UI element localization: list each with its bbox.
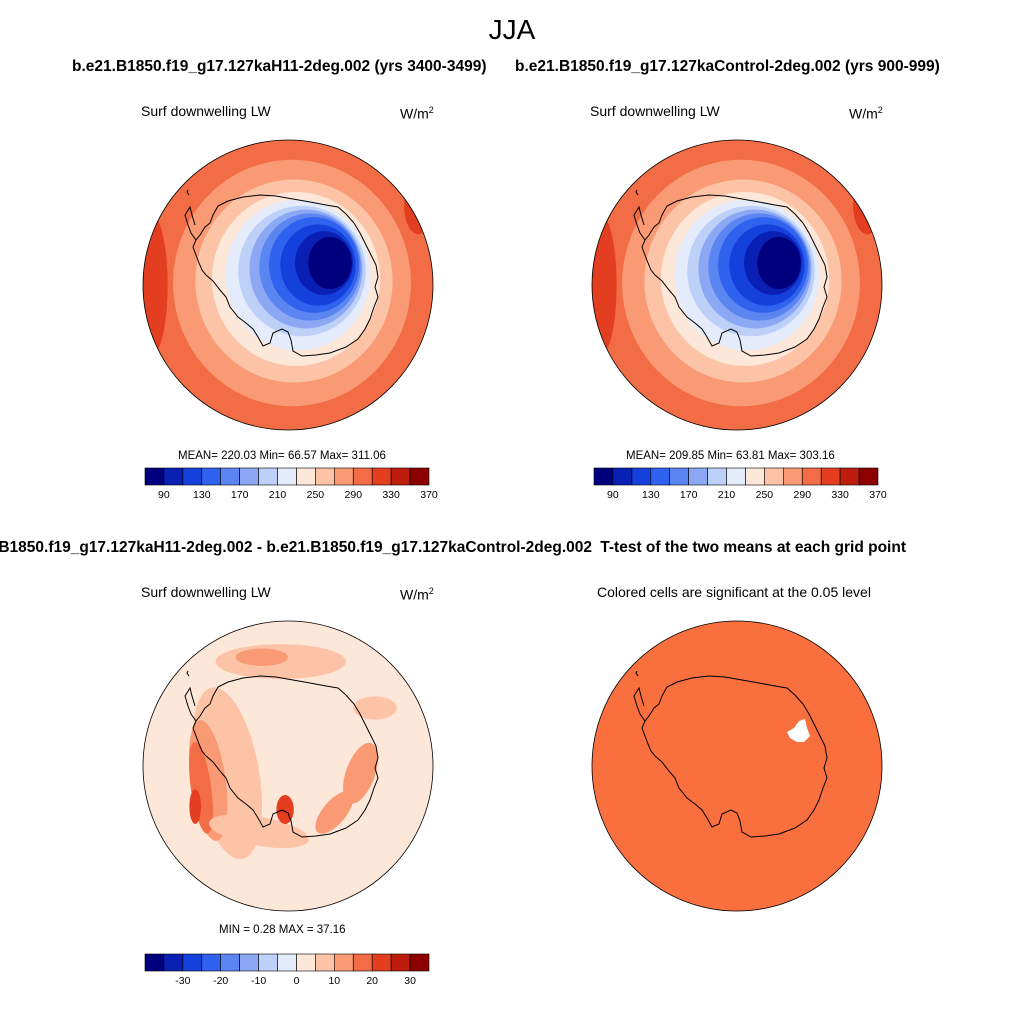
colorbar-h11-tick-label: 330 [382, 489, 400, 501]
colorbar-h11-cell [277, 467, 297, 486]
colorbar-h11-cell [239, 467, 259, 486]
colorbar-h11-cell [371, 467, 392, 486]
colorbar-control-tick-label: 90 [607, 489, 619, 501]
map-ttest-map-border [591, 620, 883, 912]
colorbar-control-cell [764, 467, 784, 486]
colorbar-control-cell [858, 467, 879, 486]
colorbar-control-tick-label: 370 [869, 489, 887, 501]
colorbar-h11-cell [390, 467, 411, 486]
colorbar-control-cell [745, 467, 765, 486]
map-difference-field [143, 621, 433, 911]
p3-stats: MIN = 0.28 MAX = 37.16 [219, 924, 346, 936]
colorbar-h11-tick-label: 90 [158, 489, 170, 501]
colorbar-difference-cell [352, 953, 373, 972]
colorbar-h11: 90 130 170 210 250 290 330 370 [144, 467, 438, 501]
colorbar-h11-cell [182, 467, 203, 486]
map-control-field [592, 140, 882, 430]
colorbar-difference-cell [163, 953, 184, 972]
colorbar-difference-cell [182, 953, 203, 972]
map-h11-map-border [142, 139, 434, 431]
colorbar-difference-cell [296, 953, 316, 972]
ttest-title: T-test of the two means at each grid poi… [600, 539, 906, 556]
colorbar-difference-cell [390, 953, 411, 972]
colorbar-h11-tick-label: 210 [269, 489, 287, 501]
p1-variable-label: Surf downwelling LW [141, 103, 271, 119]
map-h11-field [143, 140, 433, 430]
colorbar-control-tick-label: 330 [831, 489, 849, 501]
colorbar-difference: -30 -20 -10 0 10 20 30 [144, 953, 430, 987]
colorbar-difference-cell [201, 953, 222, 972]
colorbar-h11-cell [333, 467, 354, 486]
colorbar-control-cell [726, 467, 746, 486]
colorbar-h11-tick-label: 170 [231, 489, 249, 501]
colorbar-control-tick-label: 130 [642, 489, 660, 501]
colorbar-control-tick-label: 170 [680, 489, 698, 501]
colorbar-difference-tick-label: 20 [366, 975, 378, 987]
colorbar-control-cell [782, 467, 803, 486]
colorbar-h11-cell [163, 467, 184, 486]
map-difference-map-border [142, 620, 434, 912]
colorbar-difference-tick-label: -10 [251, 975, 266, 987]
colorbar-control-cell [801, 467, 822, 486]
colorbar-control-tick-label: 210 [718, 489, 736, 501]
colorbar-difference-cell [315, 953, 335, 972]
map-ttest-antarctica-coastline [641, 675, 828, 838]
colorbar-control-cell [631, 467, 652, 486]
right-case-title: b.e21.B1850.f19_g17.127kaControl-2deg.00… [515, 58, 940, 75]
colorbar-h11-tick-label: 290 [345, 489, 363, 501]
p2-stats: MEAN= 209.85 Min= 63.81 Max= 303.16 [626, 450, 835, 462]
colorbar-control-cell [593, 467, 614, 486]
map-control-map-border [591, 139, 883, 431]
colorbar-difference-cell [239, 953, 259, 972]
colorbar-difference-tick-label: -20 [213, 975, 228, 987]
colorbar-h11-cell [352, 467, 373, 486]
colorbar-difference-cell [277, 953, 297, 972]
colorbar-control-tick-label: 290 [794, 489, 812, 501]
colorbar-h11-cell [296, 467, 316, 486]
difference-title: B1850.f19_g17.127kaH11-2deg.002 - b.e21.… [0, 539, 592, 556]
colorbar-difference-cell [220, 953, 240, 972]
p3-units-label: W/m2 [400, 586, 434, 603]
p1-stats: MEAN= 220.03 Min= 66.57 Max= 311.06 [178, 450, 386, 462]
colorbar-control-cell [839, 467, 860, 486]
colorbar-difference-cell [409, 953, 430, 972]
colorbar-h11-cell [144, 467, 165, 486]
colorbar-control-cell [612, 467, 633, 486]
p1-units-label: W/m2 [400, 105, 434, 122]
colorbar-difference-cell [144, 953, 165, 972]
map-difference-antarctica-coastline [192, 675, 379, 838]
p3-variable-label: Surf downwelling LW [141, 584, 271, 600]
colorbar-difference-cell [333, 953, 354, 972]
colorbar-h11-tick-label: 370 [420, 489, 438, 501]
map-h11-antarctica-coastline [192, 194, 379, 357]
colorbar-control: 90 130 170 210 250 290 330 370 [593, 467, 887, 501]
colorbar-h11-cell [315, 467, 335, 486]
colorbar-h11-cell [258, 467, 278, 486]
colorbar-control-cell [688, 467, 708, 486]
left-case-title: b.e21.B1850.f19_g17.127kaH11-2deg.002 (y… [72, 58, 487, 75]
colorbar-control-cell [707, 467, 727, 486]
map-ttest-field [592, 621, 882, 911]
figure-title: JJA [488, 14, 536, 45]
colorbar-difference-cell [371, 953, 392, 972]
colorbar-difference-tick-label: 30 [404, 975, 416, 987]
colorbar-control-cell [820, 467, 841, 486]
colorbar-control-cell [650, 467, 670, 486]
p2-units-label: W/m2 [849, 105, 883, 122]
colorbar-h11-tick-label: 130 [193, 489, 211, 501]
colorbar-control-tick-label: 250 [756, 489, 774, 501]
colorbar-h11-cell [409, 467, 430, 486]
colorbar-h11-cell [201, 467, 222, 486]
p4-note-label: Colored cells are significant at the 0.0… [597, 584, 871, 600]
map-control-antarctica-coastline [641, 194, 828, 357]
colorbar-difference-tick-label: 0 [294, 975, 300, 987]
colorbar-h11-tick-label: 250 [307, 489, 325, 501]
colorbar-h11-cell [220, 467, 240, 486]
colorbar-difference-cell [258, 953, 278, 972]
p2-variable-label: Surf downwelling LW [590, 103, 720, 119]
colorbar-difference-tick-label: 10 [328, 975, 340, 987]
colorbar-control-cell [669, 467, 689, 486]
colorbar-difference-tick-label: -30 [175, 975, 190, 987]
